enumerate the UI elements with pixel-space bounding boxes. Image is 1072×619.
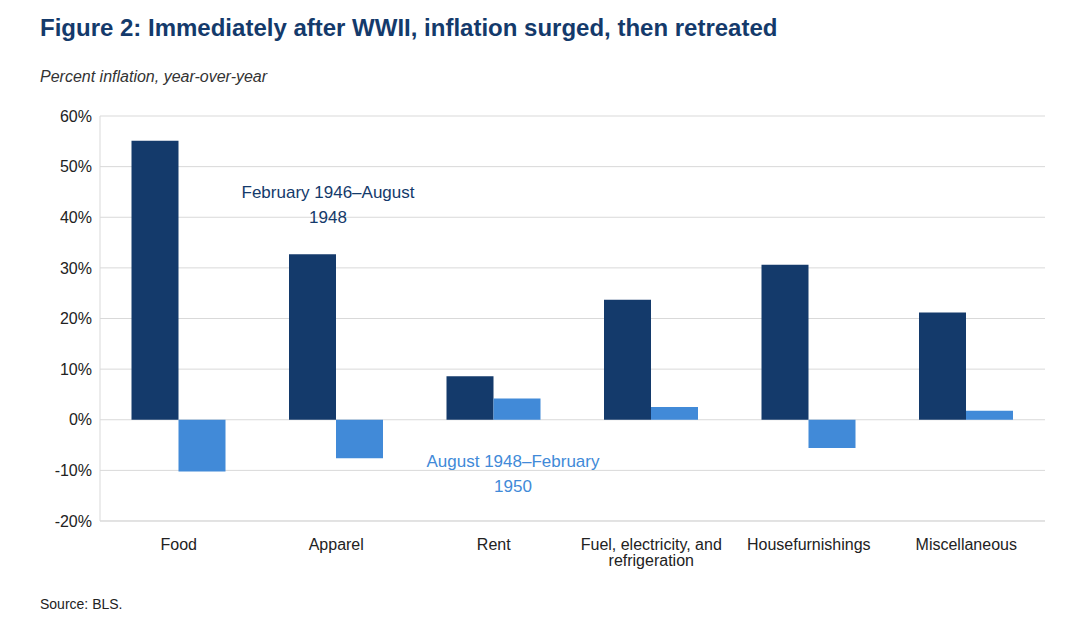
html-text:Figure 2: Immediately after WW: Figure 2: Immediately after WWII, inflat…: [40, 14, 778, 41]
svg-text:40%: 40%: [60, 209, 92, 226]
svg-text:Housefurnishings: Housefurnishings: [747, 536, 871, 553]
svg-text:30%: 30%: [60, 260, 92, 277]
svg-text:10%: 10%: [60, 361, 92, 378]
html-text:Percent inflation, year-over-y: Percent inflation, year-over-year: [40, 68, 268, 85]
svg-text:Miscellaneous: Miscellaneous: [916, 536, 1017, 553]
svg-text:20%: 20%: [60, 310, 92, 327]
svg-text:Apparel: Apparel: [309, 536, 364, 553]
html-text:August 1948–February 1950: August 1948–February 1950: [426, 452, 600, 496]
html-text:February 1946–August 1948: February 1946–August 1948: [241, 183, 415, 227]
svg-text:-10%: -10%: [55, 462, 92, 479]
svg-text:0%: 0%: [69, 411, 92, 428]
svg-text:50%: 50%: [60, 158, 92, 175]
svg-text:-20%: -20%: [55, 513, 92, 530]
svg-text:Food: Food: [161, 536, 197, 553]
svg-text:Rent: Rent: [477, 536, 511, 553]
svg-text:60%: 60%: [60, 108, 92, 125]
html-text:Source: BLS.: Source: BLS.: [40, 596, 123, 612]
svg-text:Fuel, electricity, andrefriger: Fuel, electricity, andrefrigeration: [581, 536, 722, 569]
